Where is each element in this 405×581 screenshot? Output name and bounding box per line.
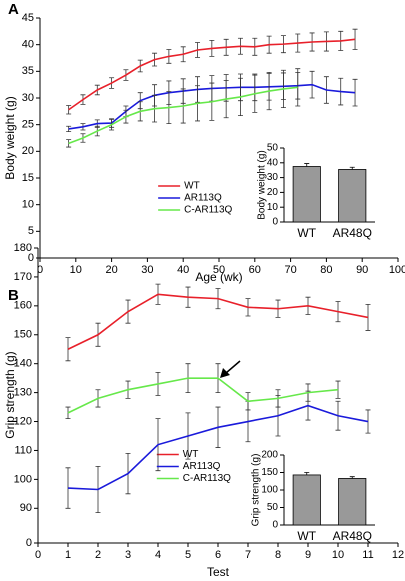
y-tick-label: 10 [22,199,34,211]
x-tick-label: 40 [177,264,189,276]
x-tick-label: 2 [95,549,101,561]
y-tick-label: 35 [22,65,34,77]
bar [338,478,367,526]
y-tick-label: 50 [267,143,279,154]
x-tick-label: 0 [37,264,43,276]
y-tick-label: 40 [267,157,279,168]
x-tick-label: WT [297,529,316,543]
y-tick-label: 100 [14,473,32,485]
x-tick-label: 10 [70,264,82,276]
x-tick-label: 5 [185,549,191,561]
y-tick-label: 20 [267,187,279,198]
panel: A 0 5 10 15 20 25 30 35 40 45 Body weight (g) 0 10 20 3… [3,1,405,284]
bar [292,474,321,526]
y-tick-label: 160 [14,300,32,312]
error-bar [349,476,355,479]
x-axis-label: Test [207,565,230,579]
series-line [68,38,356,111]
x-tick-label: 12 [392,549,404,561]
x-tick-label: 0 [35,549,41,561]
y-tick-label: 130 [14,387,32,399]
legend-label: WT [184,181,200,192]
y-tick-label: 10 [267,202,279,213]
series-line [67,377,339,414]
annotation-arrow [220,360,241,378]
y-tick-label: 0 [26,537,32,549]
x-tick-label: 6 [215,549,221,561]
series-line [67,293,369,350]
error-bar [66,139,72,148]
error-bar [66,125,72,132]
error-bar [65,406,71,420]
y-tick-label: 15 [22,172,34,184]
x-tick-label: 70 [284,264,296,276]
legend-label: WT [183,449,199,460]
legend-label: AR113Q [184,193,222,204]
y-tick-label: 0 [28,252,34,264]
x-tick-label: AR48Q [333,529,372,543]
x-tick-label: 80 [320,264,332,276]
y-tick-label: 180 [14,242,32,254]
y-tick-label: 100 [261,485,278,496]
x-tick-label: 11 [362,549,373,561]
y-tick-label: 5 [28,225,34,237]
bar [292,166,321,223]
error-bar [304,472,310,475]
panel-label: B [8,287,19,304]
y-axis-label: Body weight (g) [257,150,268,219]
y-tick-label: 110 [14,444,32,456]
error-bar [365,409,371,434]
x-tick-label: 100 [389,264,405,276]
y-tick-label: 150 [261,467,278,478]
y-tick-label: 150 [14,329,32,341]
y-tick-label: 45 [22,12,34,24]
x-tick-label: 1 [65,549,71,561]
y-axis-label: Body weight (g) [3,96,17,179]
bar [338,169,367,223]
x-tick-label: AR48Q [333,226,372,240]
x-tick-label: WT [297,226,316,240]
y-tick-label: 50 [267,502,279,513]
x-axis-label: Age (wk) [195,270,242,284]
y-tick-label: 25 [22,119,34,131]
y-tick-label: 30 [22,92,34,104]
x-tick-label: 90 [356,264,368,276]
error-bar [66,105,72,115]
x-tick-label: 30 [141,264,153,276]
error-bar [349,166,355,170]
panel-label: A [8,1,19,18]
series-line [67,404,369,491]
x-tick-label: 50 [213,264,225,276]
series-line [68,86,298,145]
y-tick-label: 200 [261,450,278,461]
y-tick-label: 170 [14,271,32,283]
x-tick-label: 3 [125,549,131,561]
legend-label: C-AR113Q [184,205,232,216]
x-tick-label: 60 [249,264,261,276]
legend-label: AR113Q [183,461,221,472]
y-tick-label: 0 [272,217,278,228]
x-tick-label: 4 [155,549,161,561]
y-tick-label: 90 [20,502,32,514]
error-bar [304,163,310,167]
y-axis-label: Grip strength (g) [251,454,262,527]
y-tick-label: 0 [272,520,278,531]
y-axis-label: Grip strength (g) [3,351,17,438]
x-tick-label: 10 [332,549,344,561]
y-tick-label: 140 [14,358,32,370]
y-tick-label: 30 [267,172,279,183]
y-tick-label: 40 [22,39,34,51]
error-bar [335,380,341,399]
x-tick-label: 8 [275,549,281,561]
legend-label: C-AR113Q [183,473,231,484]
y-tick-label: 120 [14,415,32,427]
x-tick-label: 9 [305,549,311,561]
x-tick-label: 7 [245,549,251,561]
y-tick-label: 20 [22,145,34,157]
x-tick-label: 20 [105,264,117,276]
